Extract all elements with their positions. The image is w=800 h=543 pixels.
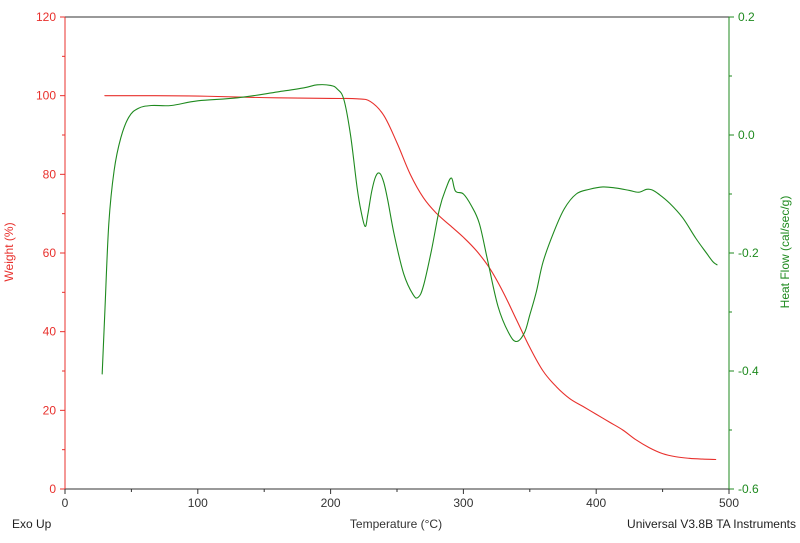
y-left-tick-label: 100 xyxy=(36,89,56,103)
y-left-tick-label: 60 xyxy=(43,246,57,260)
y-right-tick-label: -0.6 xyxy=(738,482,759,496)
y-right-axis-label: Heat Flow (cal/sec/g) xyxy=(778,196,792,309)
x-tick-label: 300 xyxy=(453,496,473,510)
heat-flow-line xyxy=(101,84,718,375)
x-tick-label: 100 xyxy=(188,496,208,510)
left-axis-ticks: 0 20 40 60 80 100 120 xyxy=(36,10,65,496)
instrument-note: Universal V3.8B TA Instruments xyxy=(627,517,796,531)
y-right-tick-label: 0.0 xyxy=(738,128,755,142)
y-left-tick-label: 40 xyxy=(43,325,57,339)
x-tick-label: 200 xyxy=(321,496,341,510)
x-tick-label: 400 xyxy=(586,496,606,510)
x-axis-ticks: 0 100 200 300 400 500 xyxy=(62,489,739,510)
plot-frame xyxy=(64,16,730,490)
y-left-axis-label: Weight (%) xyxy=(2,222,16,281)
x-tick-label: 500 xyxy=(719,496,739,510)
right-axis-ticks: -0.6 -0.4 -0.2 0.0 0.2 xyxy=(729,10,759,496)
y-left-tick-label: 0 xyxy=(49,482,56,496)
y-right-tick-label: -0.4 xyxy=(738,364,759,378)
series-layer xyxy=(101,84,718,461)
y-left-tick-label: 80 xyxy=(43,167,57,181)
y-right-tick-label: -0.2 xyxy=(738,246,759,260)
y-right-tick-label: 0.2 xyxy=(738,10,755,24)
weight-line xyxy=(104,95,717,461)
exo-up-note: Exo Up xyxy=(12,517,52,531)
y-left-tick-label: 20 xyxy=(43,403,57,417)
x-tick-label: 0 xyxy=(62,496,69,510)
x-axis-label: Temperature (°C) xyxy=(350,517,442,531)
y-left-tick-label: 120 xyxy=(36,10,56,24)
